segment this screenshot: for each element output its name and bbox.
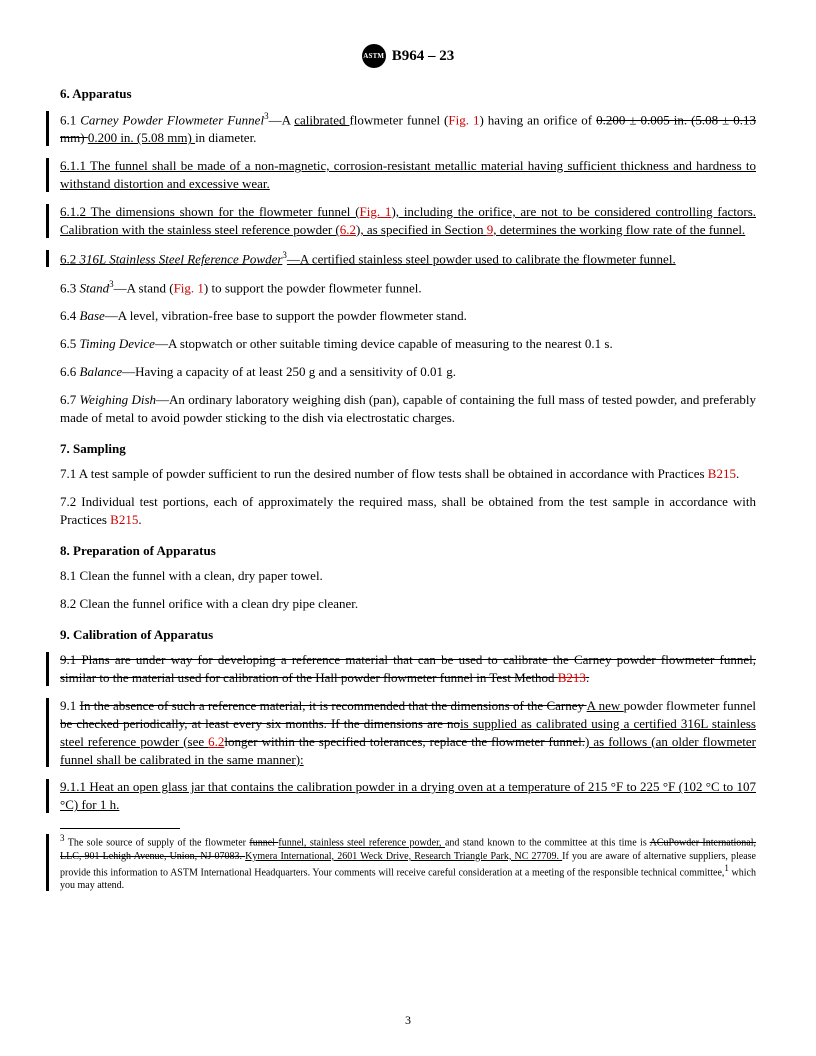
para-8-1: 8.1 Clean the funnel with a clean, dry p… (60, 567, 756, 585)
page: ASTM B964 – 23 6. Apparatus 6.1 Carney Po… (0, 0, 816, 1056)
inserted-text: —A certified stainless steel powder used… (287, 251, 676, 266)
section-6-title: 6. Apparatus (60, 86, 756, 102)
para-6-2: 6.2 316L Stainless Steel Reference Powde… (60, 249, 756, 268)
text: 6.6 (60, 364, 80, 379)
para-8-2: 8.2 Clean the funnel orifice with a clea… (60, 595, 756, 613)
section-9-title: 9. Calibration of Apparatus (60, 627, 756, 643)
text: powder flowmeter funnel (624, 698, 756, 713)
para-7-2: 7.2 Individual test portions, each of ap… (60, 493, 756, 529)
deleted-text: In the absence of such a reference mater… (80, 698, 587, 713)
astm-logo-icon: ASTM (362, 44, 386, 68)
deleted-text: . (586, 670, 589, 685)
page-number: 3 (0, 1013, 816, 1028)
text: in diameter. (195, 130, 256, 145)
fig-ref: Fig. 1 (174, 281, 204, 296)
text: and stand known to the committee at this… (445, 838, 650, 849)
deleted-text: funnel (249, 838, 278, 849)
standard-ref: B215 (110, 512, 138, 527)
text: 9.1 (60, 698, 80, 713)
term-name: 316L Stainless Steel Reference Powder (80, 251, 283, 266)
text: . (138, 512, 141, 527)
standard-ref: B213 (558, 670, 586, 685)
para-6-3: 6.3 Stand3—A stand (Fig. 1) to support t… (60, 278, 756, 297)
text: 6.5 (60, 336, 80, 351)
deleted-text: be checked periodically, at least every … (60, 716, 460, 731)
text: The sole source of supply of the flowmet… (65, 838, 250, 849)
text: 6.4 (60, 308, 80, 323)
inserted-text: funnel, stainless steel reference powder… (278, 838, 445, 849)
para-6-1-2: 6.1.2 The dimensions shown for the flowm… (60, 203, 756, 239)
para-6-1: 6.1 Carney Powder Flowmeter Funnel3—A ca… (60, 110, 756, 147)
para-6-1-1: 6.1.1 The funnel shall be made of a non-… (60, 157, 756, 193)
inserted-text: Kymera International, 2601 Weck Drive, R… (245, 851, 562, 862)
inserted-text: , determines the working flow rate of th… (493, 222, 745, 237)
text: flowmeter funnel ( (349, 112, 448, 127)
term-name: Stand (80, 281, 110, 296)
footnote-separator (60, 828, 180, 829)
text: 7.1 A test sample of powder sufficient t… (60, 466, 708, 481)
page-header: ASTM B964 – 23 (60, 44, 756, 68)
standard-ref: B215 (708, 466, 736, 481)
term-name: Weighing Dish (80, 392, 156, 407)
inserted-text: 9.1.1 Heat an open glass jar that contai… (60, 779, 756, 812)
term-name: Carney Powder Flowmeter Funnel (80, 112, 264, 127)
text: —Having a capacity of at least 250 g and… (122, 364, 456, 379)
text: —A stand ( (114, 281, 174, 296)
inserted-text: calibrated (294, 112, 349, 127)
term-name: Base (80, 308, 105, 323)
inserted-text: 0.200 in. (5.08 mm) (88, 130, 195, 145)
inserted-text: 6.1.2 The dimensions shown for the flowm… (60, 204, 360, 219)
para-6-7: 6.7 Weighing Dish—An ordinary laboratory… (60, 391, 756, 427)
text: 7.2 Individual test portions, each of ap… (60, 494, 756, 527)
fig-ref: Fig. 1 (448, 112, 479, 127)
term-name: Balance (80, 364, 123, 379)
footnote-3: 3 The sole source of supply of the flowm… (60, 833, 756, 892)
para-6-5: 6.5 Timing Device—A stopwatch or other s… (60, 335, 756, 353)
section-8-title: 8. Preparation of Apparatus (60, 543, 756, 559)
text: —A level, vibration-free base to support… (105, 308, 467, 323)
text: 6.1 (60, 112, 80, 127)
section-ref: 6.2 (340, 222, 356, 237)
text: 6.3 (60, 281, 80, 296)
para-6-6: 6.6 Balance—Having a capacity of at leas… (60, 363, 756, 381)
section-ref: 6.2 (208, 734, 224, 749)
section-7-title: 7. Sampling (60, 441, 756, 457)
text: 6.7 (60, 392, 80, 407)
inserted-text: A new (587, 698, 624, 713)
fig-ref: Fig. 1 (360, 204, 392, 219)
inserted-text: ), as specified in Section (356, 222, 487, 237)
para-9-1-deleted: 9.1 Plans are under way for developing a… (60, 651, 756, 687)
para-9-1-1: 9.1.1 Heat an open glass jar that contai… (60, 778, 756, 814)
text: ) to support the powder flowmeter funnel… (204, 281, 422, 296)
inserted-text: 6.2 (60, 251, 80, 266)
para-7-1: 7.1 A test sample of powder sufficient t… (60, 465, 756, 483)
designation: B964 – 23 (392, 48, 455, 65)
deleted-text: 9.1 Plans are under way for developing a… (60, 652, 756, 685)
deleted-text: longer within the specified tolerances, … (224, 734, 585, 749)
text: ) having an orifice of (479, 112, 596, 127)
inserted-text: 6.1.1 The funnel shall be made of a non-… (60, 158, 756, 191)
text: —An ordinary laboratory weighing dish (p… (60, 392, 756, 425)
text: —A (269, 112, 295, 127)
text: —A stopwatch or other suitable timing de… (155, 336, 613, 351)
text: . (736, 466, 739, 481)
para-9-1: 9.1 In the absence of such a reference m… (60, 697, 756, 769)
term-name: Timing Device (80, 336, 155, 351)
para-6-4: 6.4 Base—A level, vibration-free base to… (60, 307, 756, 325)
